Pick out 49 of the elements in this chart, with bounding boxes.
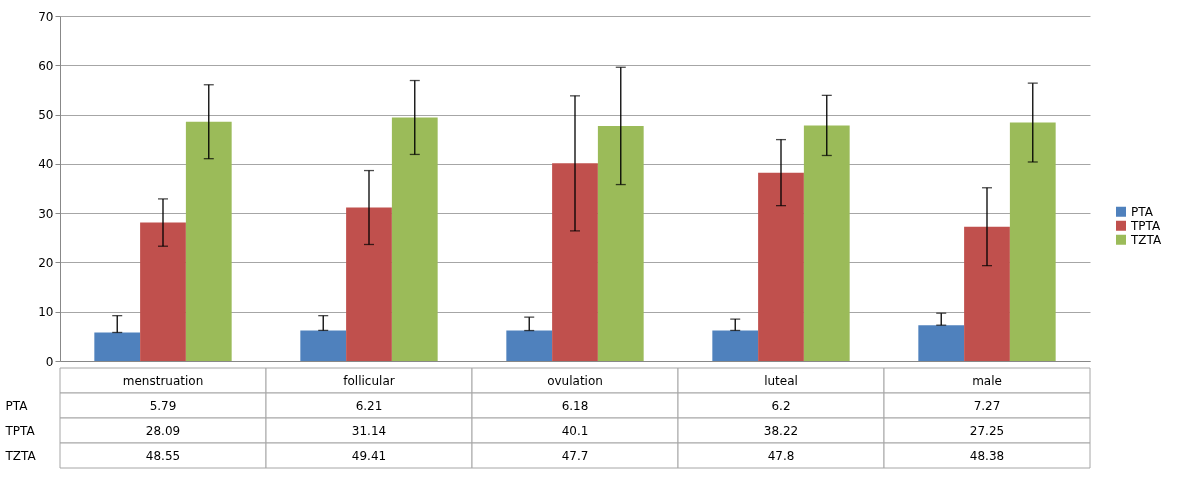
bar [185, 121, 232, 361]
text: TZTA [5, 448, 36, 463]
x-tick-label: male [972, 373, 1002, 388]
y-tick-label: 50 [38, 108, 54, 123]
data-label: 40.1 [561, 423, 589, 438]
y-tick-label: 60 [38, 58, 54, 73]
bar [552, 163, 598, 361]
text: TPTA [5, 423, 35, 438]
x-tick-label: luteal [764, 373, 798, 388]
bar [1009, 122, 1056, 361]
data-label: 31.14 [351, 423, 387, 438]
data-label: 47.7 [561, 448, 589, 463]
data-label: 5.79 [149, 398, 177, 413]
data-label: 6.21 [355, 398, 383, 413]
bar [712, 330, 759, 361]
data-label: 49.41 [351, 448, 387, 463]
x-tick-label: menstruation [122, 373, 204, 388]
x-tick-label: follicular [343, 373, 395, 388]
y-tick-label: 30 [38, 206, 54, 221]
data-label: 7.27 [973, 398, 1001, 413]
data-label: 6.2 [771, 398, 791, 413]
bar [391, 117, 438, 361]
bar [300, 330, 347, 361]
bar [346, 207, 392, 361]
bar [918, 325, 965, 361]
legend-label: PTA [1131, 204, 1154, 219]
legend-label: TPTA [1130, 218, 1161, 233]
data-label: 6.18 [561, 398, 589, 413]
data-label: 28.09 [145, 423, 181, 438]
y-tick-label: 10 [38, 305, 54, 320]
data-label: 27.25 [969, 423, 1005, 438]
bar [506, 330, 553, 361]
x-tick-label: ovulation [547, 373, 603, 388]
bar [94, 332, 141, 361]
data-label: 47.8 [767, 448, 795, 463]
bar [758, 172, 804, 361]
bar [803, 125, 850, 361]
data-label: 38.22 [763, 423, 799, 438]
legend-label: TZTA [1130, 232, 1162, 247]
data-label: 48.38 [969, 448, 1005, 463]
data-label: 48.55 [145, 448, 181, 463]
y-tick-label: 20 [38, 255, 54, 270]
text: PTA [5, 398, 28, 413]
y-tick-label: 0 [45, 354, 54, 369]
bar [964, 226, 1010, 361]
y-tick-label: 70 [38, 9, 54, 24]
bar [597, 125, 644, 361]
bar [140, 222, 186, 361]
y-tick-label: 40 [38, 157, 54, 172]
